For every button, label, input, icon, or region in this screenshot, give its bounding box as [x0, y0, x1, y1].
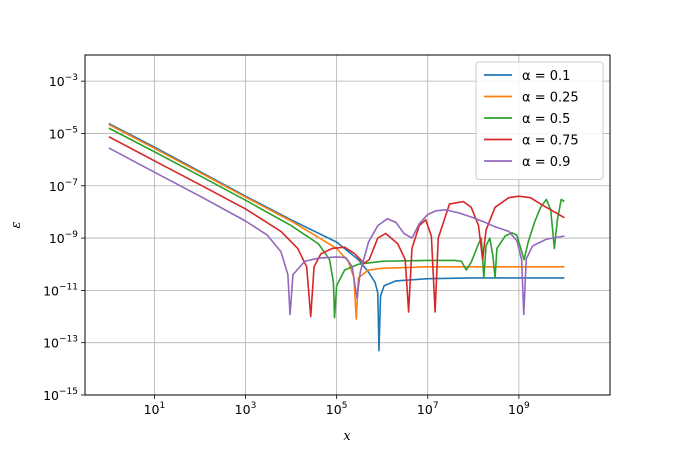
x-axis: 101 103 105 107 109 — [144, 395, 530, 417]
legend-box — [475, 61, 604, 180]
y-axis: 10−15 10−13 10−11 10−9 10−7 10−5 10−3 — [43, 73, 85, 403]
series-line-2 — [108, 123, 565, 320]
y-tick-label: 10−9 — [49, 230, 78, 246]
legend-label: α = 0.75 — [522, 134, 579, 149]
y-tick-label: 10−3 — [49, 73, 78, 89]
x-tick-label: 105 — [326, 401, 348, 417]
series-layer — [108, 122, 565, 352]
y-tick-label: 10−5 — [49, 125, 78, 141]
y-tick-label: 10−13 — [43, 335, 78, 351]
legend-label: α = 0.25 — [522, 91, 579, 106]
series-line-5 — [108, 147, 565, 316]
legend-label: α = 0.5 — [522, 112, 570, 127]
y-tick-label: 10−7 — [49, 178, 78, 194]
plot-frame — [84, 54, 611, 396]
x-tick-label: 107 — [417, 401, 439, 417]
legend-label: α = 0.1 — [522, 69, 570, 84]
x-axis-label: x — [343, 429, 351, 444]
x-tick-label: 101 — [144, 401, 166, 417]
y-axis-label: ε — [9, 221, 24, 228]
y-tick-label: 10−11 — [43, 282, 78, 298]
x-tick-label: 103 — [235, 401, 257, 417]
legend: α = 0.1 α = 0.25 α = 0.5 α = 0.75 α = 0.9 — [475, 61, 604, 180]
series-line-4 — [108, 136, 565, 318]
legend-label: α = 0.9 — [522, 155, 570, 170]
x-tick-label: 109 — [508, 401, 530, 417]
y-tick-label: 10−15 — [43, 387, 78, 403]
